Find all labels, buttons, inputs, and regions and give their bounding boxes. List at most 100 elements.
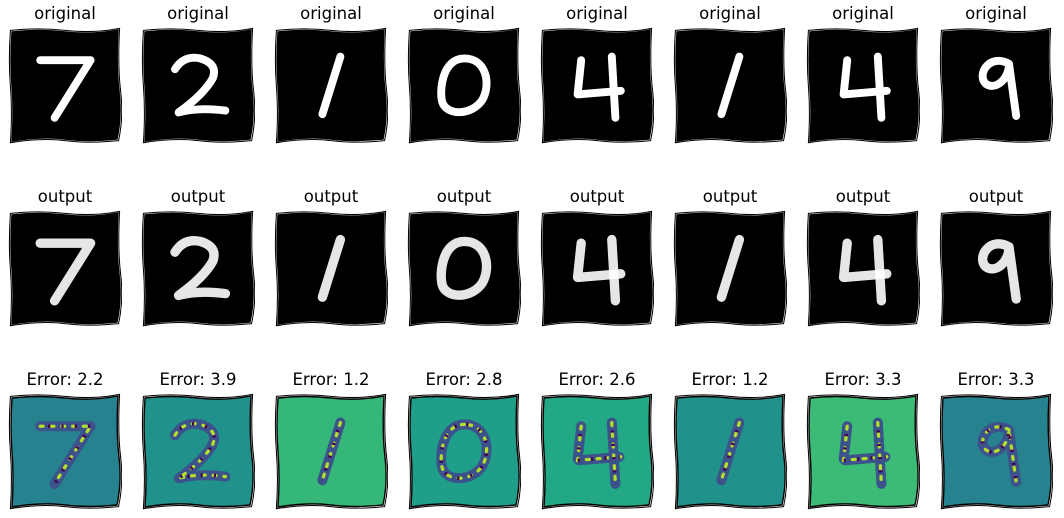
error-panel: Error: 3.3	[939, 368, 1053, 510]
digit-strokes	[436, 236, 492, 300]
image-background	[11, 396, 121, 507]
error-panel-image	[141, 392, 255, 510]
error-panel: Error: 3.9	[141, 368, 255, 510]
original-panel-image	[673, 26, 787, 144]
output-panel-image	[673, 209, 787, 327]
original-image-4	[806, 27, 920, 144]
output-panel-title: output	[702, 187, 758, 206]
digit-strokes	[716, 234, 745, 302]
digit-strokes	[436, 419, 492, 484]
output-panel-title: output	[968, 187, 1024, 206]
digit-strokes	[839, 52, 891, 122]
error-image-7	[8, 393, 122, 510]
image-frame	[675, 29, 786, 142]
original-panel: original	[8, 2, 122, 144]
image-background	[11, 213, 121, 324]
original-panel-title: original	[300, 4, 362, 23]
original-panel-title: original	[566, 4, 628, 23]
image-frame	[276, 29, 387, 142]
digit-strokes	[717, 52, 744, 119]
image-frame	[542, 29, 653, 142]
digit-strokes	[317, 234, 346, 302]
error-panel-title: Error: 3.3	[957, 370, 1035, 389]
image-background	[11, 30, 121, 141]
output-panel: output	[673, 185, 787, 327]
image-background	[144, 30, 254, 141]
original-image-2	[141, 27, 255, 144]
image-frame	[675, 395, 786, 508]
image-frame	[542, 212, 653, 325]
error-panel-title: Error: 1.2	[292, 370, 370, 389]
output-image-2	[141, 210, 255, 327]
digit-strokes	[978, 57, 1021, 120]
original-panel-title: original	[699, 4, 761, 23]
image-background	[543, 396, 653, 507]
error-panel-image	[274, 392, 388, 510]
image-frame	[675, 212, 786, 325]
image-frame	[10, 212, 121, 325]
image-background	[410, 213, 520, 324]
digit-strokes	[716, 417, 745, 486]
digit-strokes	[977, 422, 1022, 488]
output-panel-image	[540, 209, 654, 327]
error-image-4	[540, 393, 654, 510]
image-background	[809, 213, 919, 324]
output-panel: output	[274, 185, 388, 327]
error-panel: Error: 2.6	[540, 368, 654, 510]
output-image-7	[8, 210, 122, 327]
original-image-7	[8, 27, 122, 144]
image-frame	[542, 395, 653, 508]
digit-strokes	[838, 234, 892, 306]
image-background	[809, 30, 919, 141]
original-panel: original	[540, 2, 654, 144]
original-panel-title: original	[965, 4, 1027, 23]
output-panel-title: output	[835, 187, 891, 206]
image-frame	[10, 29, 121, 142]
image-background	[144, 213, 254, 324]
digit-strokes	[35, 421, 96, 489]
digit-strokes	[978, 239, 1021, 304]
original-panel-title: original	[167, 4, 229, 23]
original-panel-image	[8, 26, 122, 144]
image-frame	[10, 395, 121, 508]
output-image-4	[540, 210, 654, 327]
error-panel: Error: 2.2	[8, 368, 122, 510]
original-image-9	[939, 27, 1053, 144]
output-panel: output	[540, 185, 654, 327]
original-image-1	[274, 27, 388, 144]
output-panel: output	[407, 185, 521, 327]
output-panel-image	[274, 209, 388, 327]
error-panel-title: Error: 2.6	[558, 370, 636, 389]
original-panel-image	[806, 26, 920, 144]
output-image-1	[673, 210, 787, 327]
image-frame	[808, 29, 919, 142]
error-image-0	[407, 393, 521, 510]
error-panel-title: Error: 2.8	[425, 370, 503, 389]
digit-strokes	[36, 56, 95, 122]
output-panel: output	[8, 185, 122, 327]
output-panel: output	[939, 185, 1053, 327]
error-panel: Error: 2.8	[407, 368, 521, 510]
output-panel-title: output	[569, 187, 625, 206]
output-panel: output	[806, 185, 920, 327]
original-panel-title: original	[34, 4, 96, 23]
image-frame	[276, 212, 387, 325]
image-background	[410, 396, 520, 507]
digit-strokes	[317, 417, 346, 486]
error-panel-image	[8, 392, 122, 510]
digit-strokes	[573, 52, 625, 122]
image-background	[809, 396, 919, 507]
error-image-2	[141, 393, 255, 510]
digit-strokes	[171, 53, 230, 117]
error-image-9	[939, 393, 1053, 510]
original-panel: original	[939, 2, 1053, 144]
original-panel-image	[939, 26, 1053, 144]
error-panel-title: Error: 2.2	[26, 370, 104, 389]
image-frame	[808, 395, 919, 508]
digit-strokes	[170, 236, 231, 301]
output-panel-title: output	[37, 187, 93, 206]
output-panel-image	[407, 209, 521, 327]
original-image-1	[673, 27, 787, 144]
output-image-9	[939, 210, 1053, 327]
